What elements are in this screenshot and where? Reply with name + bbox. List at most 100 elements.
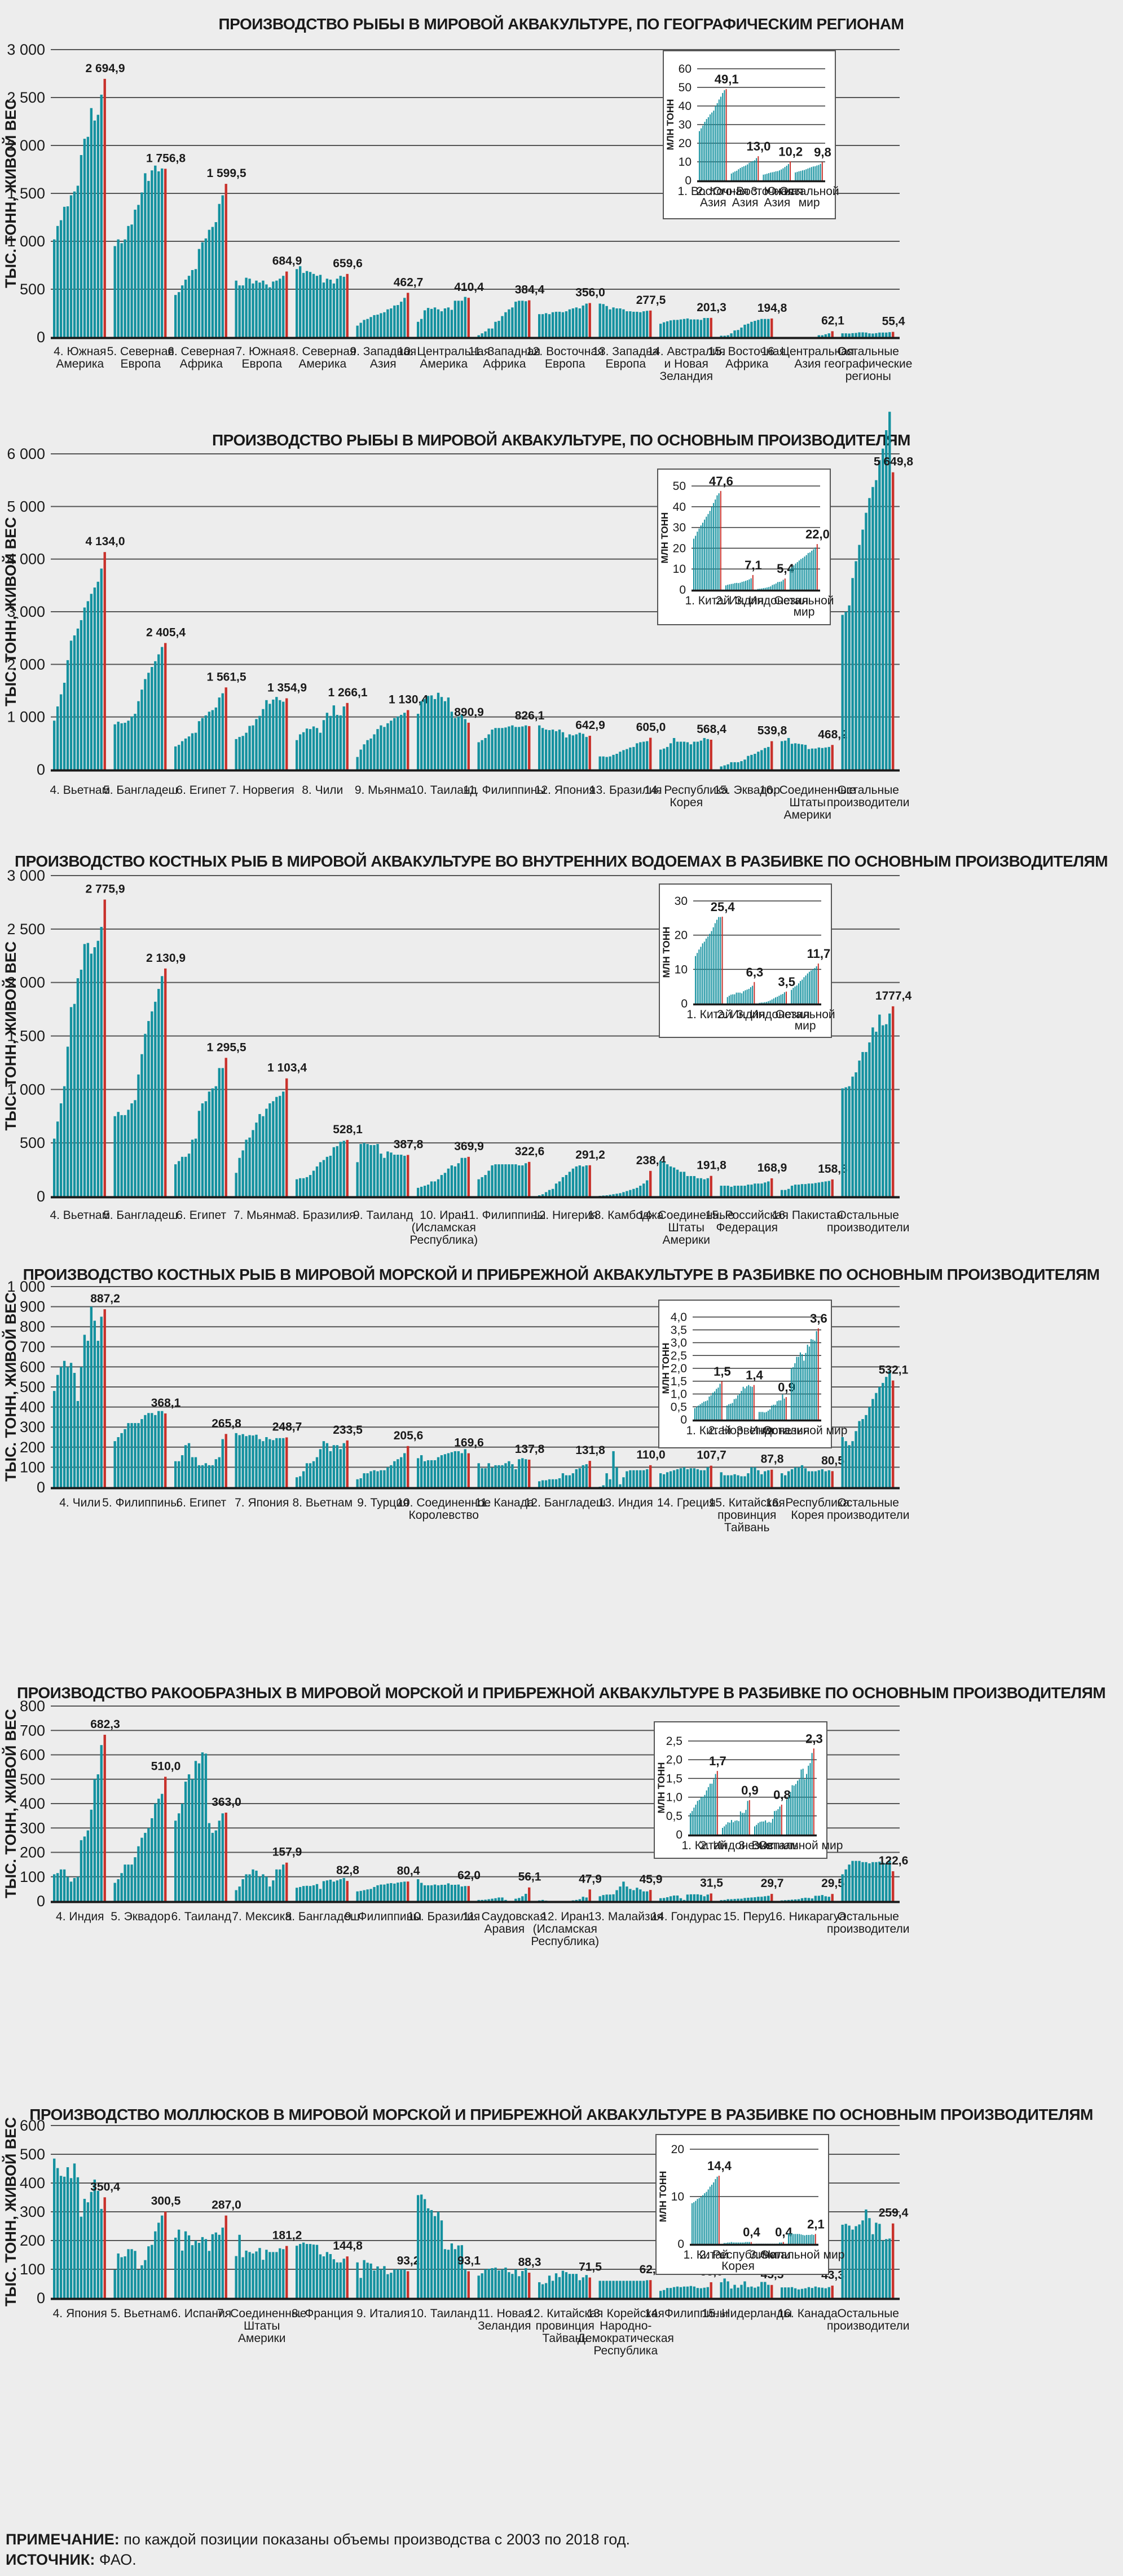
bar: [329, 1155, 332, 1196]
bar: [56, 1375, 59, 1487]
bar: [848, 1445, 851, 1487]
bar: [197, 249, 201, 337]
inset-bar: [706, 938, 707, 1004]
x-category-label: географические: [824, 357, 912, 370]
bar: [726, 335, 729, 337]
bar: [437, 2212, 440, 2298]
bar: [807, 1471, 811, 1487]
bar: [322, 2256, 325, 2298]
inset-x-category-label: 2. Юго-Восточная: [697, 185, 794, 198]
chart-title: ПРОИЗВОДСТВО РЫБЫ В МИРОВОЙ АКВАКУЛЬТУРЕ…: [212, 431, 910, 449]
inset-bar: [776, 1401, 778, 1420]
value-label: 2 775,9: [85, 883, 125, 896]
bar: [325, 2252, 329, 2298]
bar: [437, 692, 440, 770]
inset-x-category-label: Корея: [721, 2260, 755, 2273]
bar: [197, 721, 201, 770]
inset-bar: [801, 979, 803, 1004]
bar: [66, 206, 69, 337]
x-category-label: регионы: [845, 370, 891, 383]
bar: [252, 1435, 254, 1487]
inset-bar: [738, 583, 739, 590]
bar: [804, 1897, 807, 1901]
bar: [272, 699, 275, 770]
inset-y-tick-label: 2,5: [666, 1735, 682, 1748]
bar: [447, 697, 450, 770]
bar: [682, 1172, 686, 1196]
bar: [460, 301, 463, 337]
x-category-label: Республика): [531, 1935, 599, 1948]
bar: [433, 1884, 437, 1901]
bar: [582, 1166, 584, 1196]
value-label: 191,8: [697, 1159, 726, 1172]
inset-bar: [742, 1813, 743, 1835]
y-axis-label: ТЫС. ТОНН, ЖИВОЙ ВЕС: [2, 2117, 19, 2307]
y-tick-label: 600: [20, 1747, 45, 1764]
bar: [383, 1884, 386, 1901]
bar: [373, 1145, 376, 1196]
y-tick-label: 200: [20, 1439, 45, 1456]
inset-bar: [717, 1388, 719, 1420]
value-label: 122,6: [879, 1854, 909, 1867]
bar: [305, 1463, 309, 1487]
bar: [568, 1475, 571, 1487]
bar: [676, 1469, 679, 1487]
bar: [464, 1449, 466, 1487]
bar: [90, 953, 93, 1196]
inset-bar: [715, 2179, 716, 2244]
bar: [747, 1897, 750, 1901]
inset-bar: [741, 2242, 743, 2244]
x-category-label: Остальные: [838, 1496, 899, 1509]
value-label: 826,1: [515, 709, 545, 722]
x-category-label: Европа: [545, 357, 585, 370]
inset-bar: [763, 174, 764, 180]
inset-bar: [764, 1002, 765, 1004]
bar: [484, 331, 487, 337]
bar: [245, 2250, 248, 2298]
bar: [565, 2272, 568, 2298]
x-category-label: Европа: [241, 357, 282, 370]
bar-2018: [467, 1886, 470, 1901]
bar: [646, 1180, 649, 1196]
inset-bar: [713, 111, 715, 180]
bar: [369, 1471, 372, 1487]
bar: [521, 301, 524, 337]
bar: [781, 1473, 783, 1487]
bar: [208, 229, 211, 337]
bar: [258, 2248, 261, 2298]
inset-bar: [790, 1792, 791, 1835]
bar: [551, 1479, 554, 1487]
x-category-label: Азия: [370, 357, 397, 370]
bar: [827, 2287, 830, 2298]
inset-bar: [694, 1408, 695, 1420]
inset-bar: [791, 567, 793, 590]
x-category-label: 6. Египет: [176, 1209, 226, 1222]
bar: [76, 978, 80, 1196]
bar: [366, 1144, 369, 1196]
inset-bar: [771, 999, 773, 1004]
bar: [460, 1157, 463, 1196]
inset-bar: [730, 1820, 732, 1835]
bar: [400, 302, 403, 337]
y-tick-label: 5 000: [7, 498, 45, 515]
inset-bar: [728, 1404, 730, 1420]
bar: [342, 276, 345, 337]
bar-2018: [892, 2223, 895, 2298]
bar: [453, 2249, 457, 2298]
bar: [693, 741, 696, 770]
inset-y-tick-label: 0: [679, 584, 686, 596]
y-tick-label: 300: [20, 1419, 45, 1435]
bar: [447, 1453, 450, 1487]
bar: [612, 1894, 615, 1901]
bar: [672, 2287, 676, 2298]
bar: [669, 2288, 672, 2298]
bar: [127, 1864, 130, 1901]
bar: [194, 1761, 197, 1901]
bar: [383, 1157, 386, 1196]
inset-bar: [707, 2189, 709, 2244]
x-category-label: 12. Нигерия: [532, 1209, 598, 1222]
bar: [140, 192, 143, 337]
bar-2018: [164, 968, 167, 1196]
bar: [180, 2250, 184, 2298]
chart-title: ПРОИЗВОДСТВО МОЛЛЮСКОВ В МИРОВОЙ МОРСКОЙ…: [29, 2105, 1093, 2123]
